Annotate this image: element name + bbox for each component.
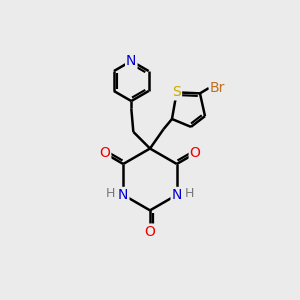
Text: H: H — [184, 187, 194, 200]
Text: N: N — [118, 188, 128, 202]
Text: H: H — [106, 187, 116, 200]
Text: S: S — [172, 85, 181, 99]
Text: Br: Br — [209, 81, 225, 95]
Text: O: O — [145, 225, 155, 238]
Text: O: O — [99, 146, 110, 161]
Text: N: N — [126, 54, 136, 68]
Text: O: O — [190, 146, 201, 161]
Text: N: N — [172, 188, 182, 202]
